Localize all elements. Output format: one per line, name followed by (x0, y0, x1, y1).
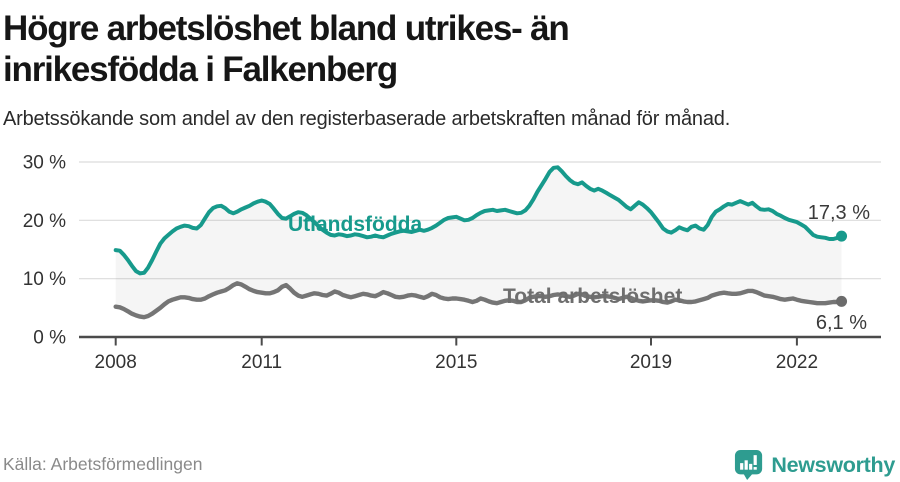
series-utlandsfodda-line (113, 165, 844, 276)
end-dot-total (836, 295, 848, 307)
y-tick-label-20: 20 % (23, 211, 66, 232)
page-title: Högre arbetslöshet bland utrikes- än inr… (3, 9, 570, 89)
x-tick-label-2008: 2008 (95, 352, 137, 373)
brand-name: Newsworthy (771, 452, 895, 477)
newsworthy-chart-bubble-icon (735, 450, 763, 480)
series-total-line (113, 281, 844, 320)
end-dot-utlandsfodda (836, 230, 848, 242)
chart-svg: 0 % 10 % 20 % 30 % 2008 2011 2015 2019 2022 Utl… (23, 153, 881, 373)
x-tick-label-2022: 2022 (776, 352, 818, 373)
series-label-utlandsfodda: Utlandsfödda (288, 213, 422, 236)
y-tick-label-0: 0 % (33, 328, 66, 349)
bubble-shape (735, 450, 763, 480)
x-tick-label-2011: 2011 (241, 352, 282, 373)
page: { "header": { "title": "Högre arbetslösh… (0, 8, 900, 482)
x-axis-ticks: 2008 2011 2015 2019 2022 (95, 337, 818, 373)
x-tick-label-2015: 2015 (435, 352, 477, 373)
y-gridlines (79, 161, 881, 280)
page-subtitle: Arbetssökande som andel av den registerb… (3, 108, 731, 130)
y-axis-labels: 0 % 10 % 20 % 30 % (23, 153, 66, 349)
brand-logo: Newsworthy (734, 449, 895, 481)
end-value-utlandsfodda: 17,3 % (808, 202, 870, 224)
end-value-total: 6,1 % (816, 312, 867, 334)
area-between-series (115, 167, 842, 318)
bar-chart-glyph (740, 455, 758, 470)
source-note: Källa: Arbetsförmedlingen (3, 454, 203, 474)
series-label-total: Total arbetslöshet (503, 285, 682, 308)
y-tick-label-30: 30 % (23, 153, 66, 174)
y-tick-label-10: 10 % (23, 269, 66, 290)
x-tick-label-2019: 2019 (630, 352, 672, 373)
